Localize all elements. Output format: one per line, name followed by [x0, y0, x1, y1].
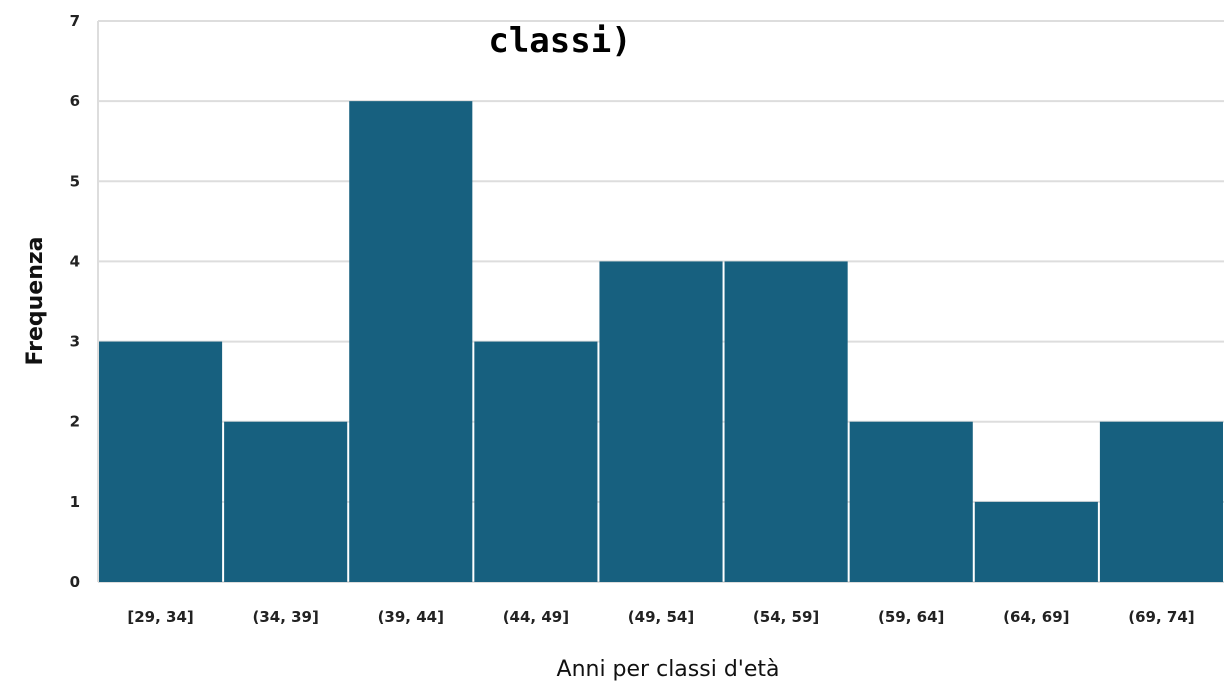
y-tick-label-6: 6	[70, 92, 80, 110]
x-tick-label-2: (39, 44]	[378, 608, 444, 626]
bar-1	[224, 421, 348, 582]
y-tick-label-1: 1	[70, 493, 80, 511]
x-tick-label-3: (44, 49]	[503, 608, 569, 626]
chart-title: classi)	[488, 21, 631, 61]
y-tick-label-7: 7	[70, 12, 80, 30]
bar-6	[849, 421, 973, 582]
bar-7	[974, 501, 1098, 582]
y-tick-label-3: 3	[70, 333, 80, 351]
y-tick-label-0: 0	[70, 573, 80, 591]
bars	[99, 101, 1223, 583]
bar-4	[599, 261, 723, 582]
y-tick-labels: 0 1 2 3 4 5 6 7	[70, 12, 80, 591]
x-tick-labels: [29, 34] (34, 39] (39, 44] (44, 49] (49, 54]…	[127, 608, 1194, 626]
x-tick-label-7: (64, 69]	[1003, 608, 1069, 626]
y-axis-title: Frequenza	[23, 236, 48, 365]
bar-3	[474, 341, 598, 582]
y-tick-label-5: 5	[70, 172, 80, 190]
bar-0	[99, 341, 223, 582]
y-tick-label-2: 2	[70, 413, 80, 431]
x-axis-title: Anni per classi d'età	[557, 657, 780, 682]
x-tick-label-8: (69, 74]	[1128, 608, 1194, 626]
bar-5	[724, 261, 848, 582]
x-tick-label-6: (59, 64]	[878, 608, 944, 626]
bar-8	[1099, 421, 1223, 582]
y-tick-label-4: 4	[70, 252, 80, 270]
x-tick-label-1: (34, 39]	[252, 608, 318, 626]
bar-2	[349, 101, 473, 583]
x-tick-label-0: [29, 34]	[127, 608, 193, 626]
x-tick-label-5: (54, 59]	[753, 608, 819, 626]
x-tick-label-4: (49, 54]	[628, 608, 694, 626]
